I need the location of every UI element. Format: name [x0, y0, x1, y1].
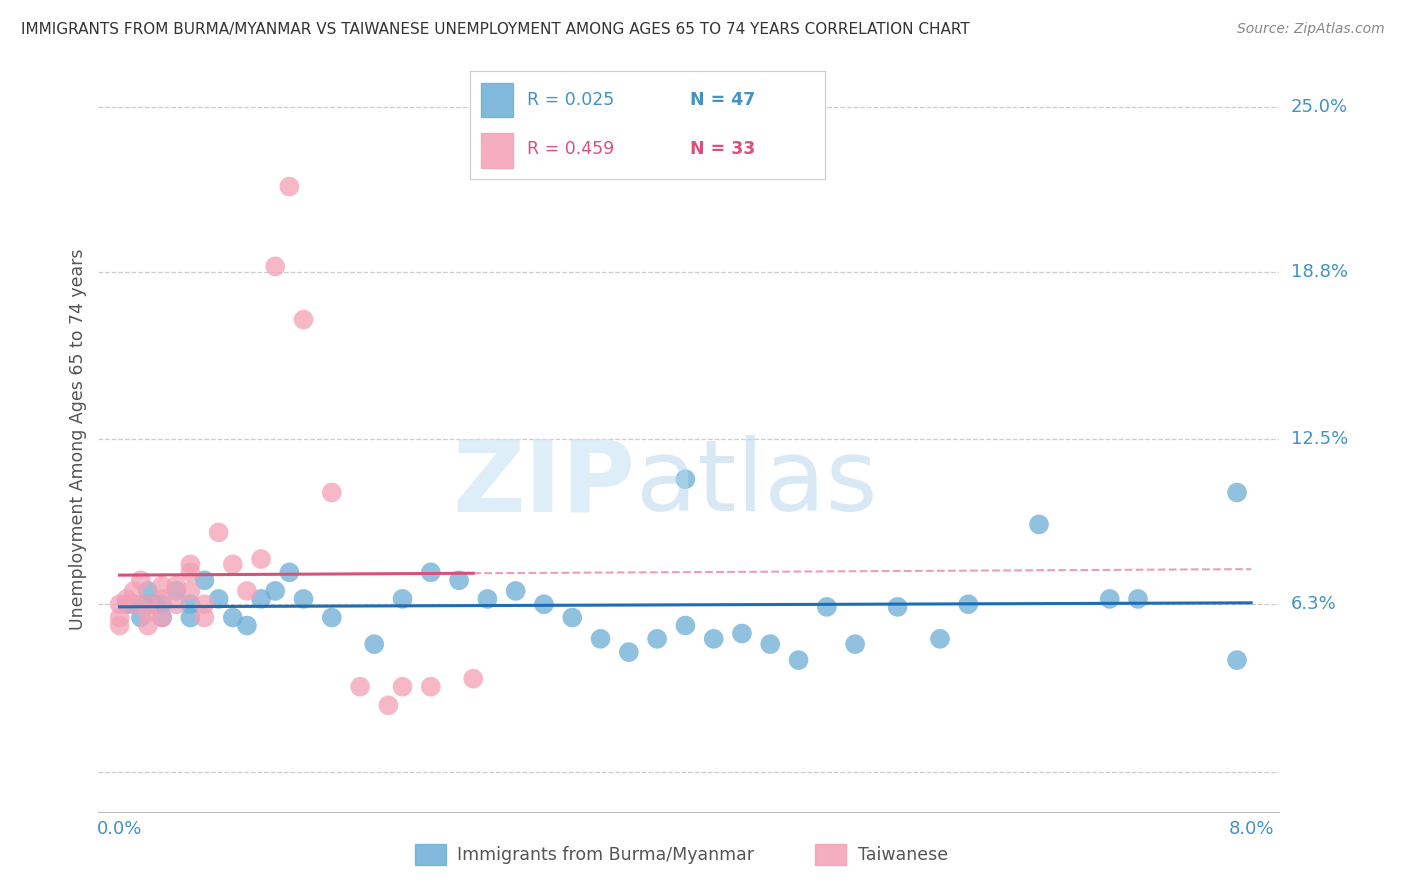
Point	[787, 653, 810, 667]
Point	[136, 583, 159, 598]
Point	[150, 591, 173, 606]
Point	[815, 599, 838, 614]
Point	[179, 558, 201, 572]
Text: 6.3%: 6.3%	[1291, 595, 1336, 613]
Point	[1226, 653, 1249, 667]
Point	[108, 618, 131, 632]
Point	[264, 583, 287, 598]
Point	[136, 597, 159, 611]
Point	[193, 610, 215, 624]
Point	[222, 558, 245, 572]
Point	[193, 574, 215, 588]
Point	[844, 637, 866, 651]
Point	[179, 610, 201, 624]
Text: Immigrants from Burma/Myanmar: Immigrants from Burma/Myanmar	[457, 846, 754, 863]
Point	[278, 566, 301, 580]
Point	[193, 597, 215, 611]
Point	[505, 583, 527, 598]
Point	[321, 610, 343, 624]
Text: 18.8%: 18.8%	[1291, 263, 1347, 281]
Point	[561, 610, 583, 624]
Point	[165, 597, 187, 611]
Point	[136, 618, 159, 632]
Point	[179, 566, 201, 580]
Point	[292, 591, 315, 606]
Point	[108, 610, 131, 624]
Point	[236, 583, 259, 598]
Point	[115, 597, 138, 611]
Y-axis label: Unemployment Among Ages 65 to 74 years: Unemployment Among Ages 65 to 74 years	[69, 249, 87, 630]
Point	[477, 591, 499, 606]
Point	[222, 610, 245, 624]
Text: 25.0%: 25.0%	[1291, 98, 1348, 116]
Text: atlas: atlas	[636, 435, 877, 533]
Point	[589, 632, 612, 646]
Point	[179, 597, 201, 611]
Text: ZIP: ZIP	[453, 435, 636, 533]
Point	[929, 632, 952, 646]
Point	[363, 637, 385, 651]
Point	[250, 591, 273, 606]
Point	[419, 680, 441, 694]
Text: Taiwanese: Taiwanese	[858, 846, 948, 863]
Point	[278, 179, 301, 194]
Point	[1226, 485, 1249, 500]
Point	[150, 579, 173, 593]
Point	[731, 626, 754, 640]
Point	[208, 525, 231, 540]
Point	[886, 599, 908, 614]
Point	[136, 605, 159, 619]
Point	[533, 597, 555, 611]
Point	[617, 645, 640, 659]
Point	[236, 618, 259, 632]
Point	[136, 597, 159, 611]
Point	[957, 597, 980, 611]
Point	[463, 672, 485, 686]
Point	[645, 632, 668, 646]
Point	[179, 583, 201, 598]
Text: IMMIGRANTS FROM BURMA/MYANMAR VS TAIWANESE UNEMPLOYMENT AMONG AGES 65 TO 74 YEAR: IMMIGRANTS FROM BURMA/MYANMAR VS TAIWANE…	[21, 22, 970, 37]
Point	[122, 583, 145, 598]
Point	[129, 574, 152, 588]
Point	[115, 591, 138, 606]
Point	[391, 680, 413, 694]
Text: Source: ZipAtlas.com: Source: ZipAtlas.com	[1237, 22, 1385, 37]
Point	[673, 618, 696, 632]
Text: 12.5%: 12.5%	[1291, 430, 1348, 449]
Point	[759, 637, 782, 651]
Point	[1028, 517, 1050, 532]
Point	[1126, 591, 1149, 606]
Point	[449, 574, 471, 588]
Point	[321, 485, 343, 500]
Point	[122, 597, 145, 611]
Point	[122, 597, 145, 611]
Point	[129, 610, 152, 624]
Point	[377, 698, 399, 713]
Point	[165, 583, 187, 598]
Point	[1098, 591, 1121, 606]
Point	[108, 597, 131, 611]
Point	[165, 579, 187, 593]
Point	[349, 680, 371, 694]
Point	[703, 632, 725, 646]
Point	[143, 597, 166, 611]
Point	[292, 312, 315, 326]
Point	[150, 597, 173, 611]
Point	[150, 610, 173, 624]
Point	[264, 260, 287, 274]
Point	[250, 552, 273, 566]
Point	[208, 591, 231, 606]
Point	[419, 566, 441, 580]
Point	[391, 591, 413, 606]
Point	[150, 610, 173, 624]
Point	[673, 472, 696, 486]
